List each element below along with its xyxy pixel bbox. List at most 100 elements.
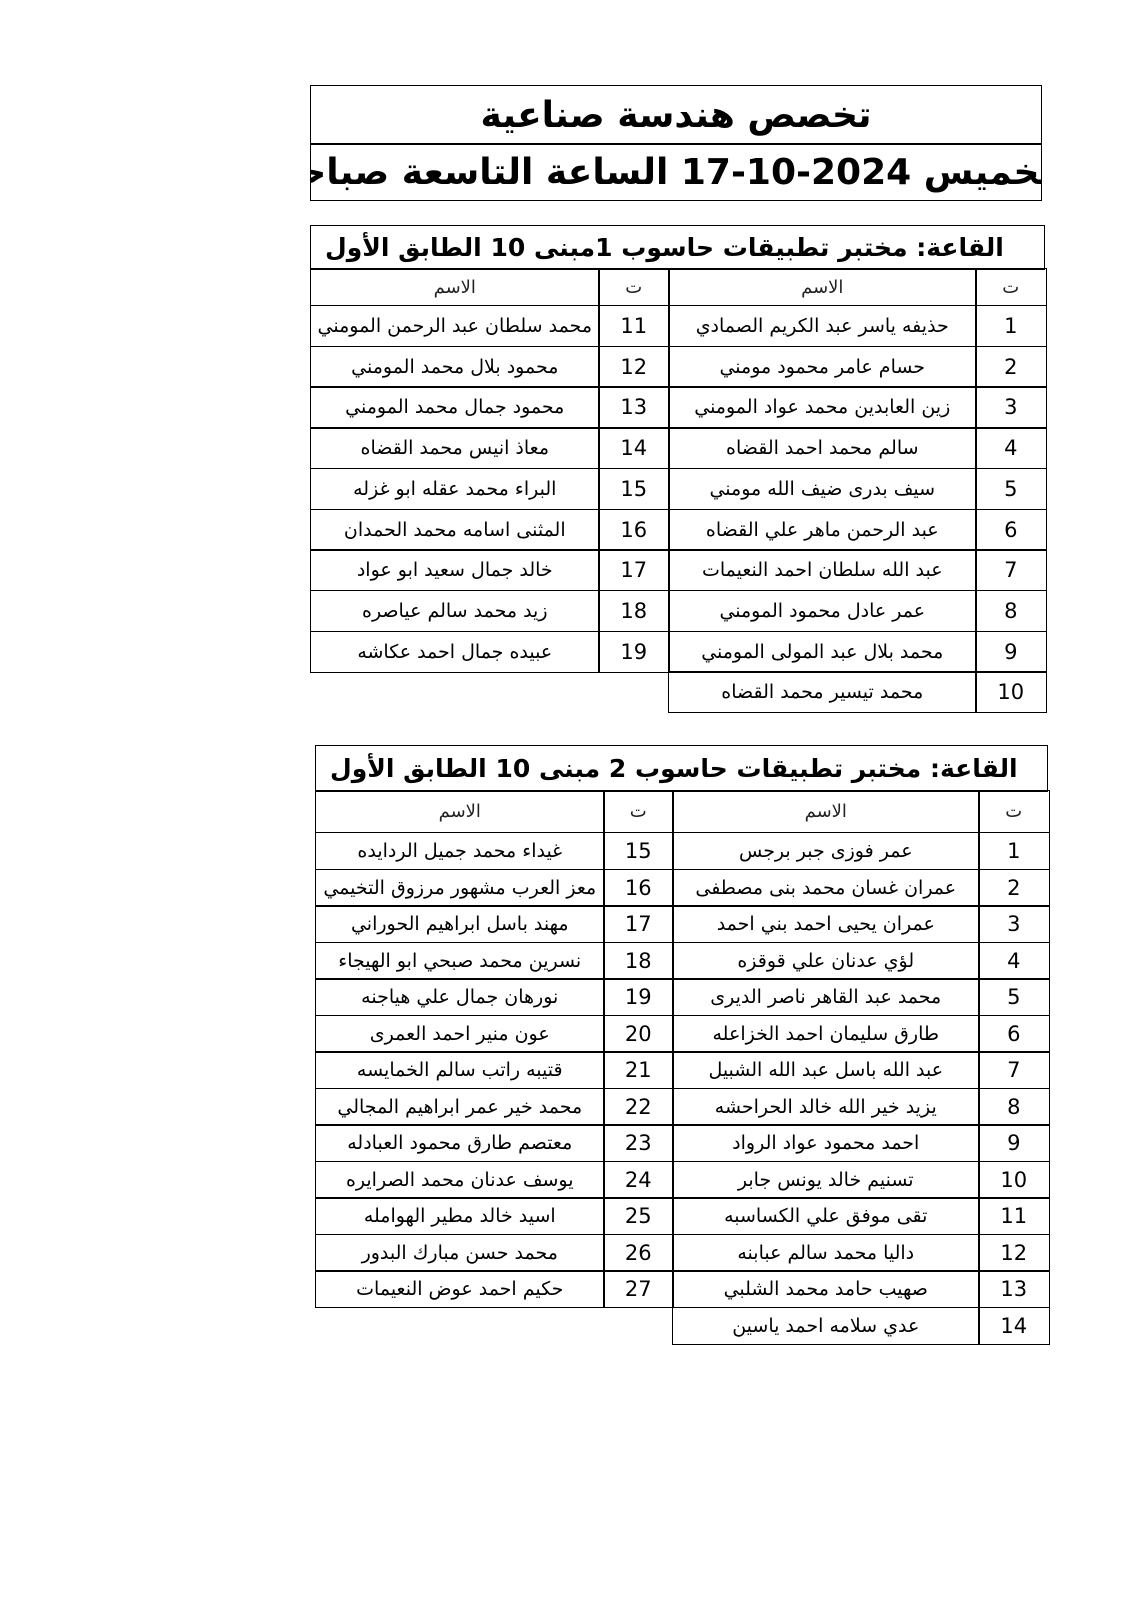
row-number: 16 xyxy=(598,508,670,551)
row-number: 8 xyxy=(975,589,1047,633)
student-name: تسنيم خالد يونس جابر xyxy=(672,1160,980,1199)
row-number: 13 xyxy=(978,1270,1050,1308)
row-number: 9 xyxy=(978,1124,1050,1162)
row-number: 15 xyxy=(598,467,670,510)
row-number: 1 xyxy=(975,305,1047,348)
row-number: 15 xyxy=(603,832,674,870)
column-header: ت xyxy=(975,268,1047,306)
student-name: صهيب حامد محمد الشلبي xyxy=(672,1270,980,1308)
date-line: الخميس 2024-10-17 الساعة التاسعة صباحا xyxy=(310,143,1042,201)
row-number: 18 xyxy=(598,589,670,633)
row-number: 3 xyxy=(978,905,1050,943)
row-number: 12 xyxy=(598,345,670,388)
student-name: احمد محمود عواد الرواد xyxy=(672,1124,980,1162)
row-number: 19 xyxy=(603,978,674,1016)
row-number: 27 xyxy=(603,1270,674,1308)
row-number: 16 xyxy=(603,868,674,907)
row-number: 6 xyxy=(975,508,1047,551)
column-header: ت xyxy=(978,790,1050,833)
row-number: 12 xyxy=(978,1233,1050,1272)
row-number: 25 xyxy=(603,1197,674,1235)
student-name: عمر فوزى جبر برجس xyxy=(672,832,980,870)
hall-title: القاعة: مختبر تطبيقات حاسوب 1مبنى 10 الط… xyxy=(310,225,1045,270)
student-name: محمد خير عمر ابراهيم المجالي xyxy=(315,1087,605,1126)
row-number: 26 xyxy=(603,1233,674,1272)
student-name: حكيم احمد عوض النعيمات xyxy=(315,1270,605,1308)
student-name: يوسف عدنان محمد الصرايره xyxy=(315,1160,605,1199)
student-name: قتيبه راتب سالم الخمايسه xyxy=(315,1051,605,1089)
row-number: 10 xyxy=(978,1160,1050,1199)
column-header: الاسم xyxy=(672,790,980,833)
student-name: معز العرب مشهور مرزوق التخيمي xyxy=(315,868,605,907)
student-name: محمود جمال محمد المومني xyxy=(310,386,600,429)
row-number: 23 xyxy=(603,1124,674,1162)
row-number: 18 xyxy=(603,941,674,980)
student-name: عدي سلامه احمد ياسين xyxy=(672,1306,980,1345)
student-name: تقى موفق علي الكساسبه xyxy=(672,1197,980,1235)
column-header: الاسم xyxy=(310,268,600,306)
student-name: محمود بلال محمد المومني xyxy=(310,345,600,388)
column-header: ت xyxy=(598,268,670,306)
row-number: 20 xyxy=(603,1014,674,1053)
row-number: 22 xyxy=(603,1087,674,1126)
student-name: حذيفه ياسر عبد الكريم الصمادي xyxy=(668,305,977,348)
student-name: خالد جمال سعيد ابو عواد xyxy=(310,549,600,592)
student-name: سالم محمد احمد القضاه xyxy=(668,427,977,470)
row-number: 11 xyxy=(598,305,670,348)
student-name: زين العابدين محمد عواد المومني xyxy=(668,386,977,429)
student-name: محمد حسن مبارك البدور xyxy=(315,1233,605,1272)
hall-title: القاعة: مختبر تطبيقات حاسوب 2 مبنى 10 ال… xyxy=(315,745,1048,792)
student-name: سيف بدرى ضيف الله مومني xyxy=(668,467,977,510)
row-number: 9 xyxy=(975,630,1047,673)
row-number: 6 xyxy=(978,1014,1050,1053)
row-number: 10 xyxy=(975,671,1047,714)
row-number: 5 xyxy=(978,978,1050,1016)
student-name: داليا محمد سالم عبابنه xyxy=(672,1233,980,1272)
student-name: عمر عادل محمود المومني xyxy=(668,589,977,633)
row-number: 14 xyxy=(598,427,670,470)
student-name: يزيد خير الله خالد الحراحشه xyxy=(672,1087,980,1126)
row-number: 5 xyxy=(975,467,1047,510)
row-number: 11 xyxy=(978,1197,1050,1235)
student-name: عبد الله سلطان احمد النعيمات xyxy=(668,549,977,592)
student-name: اسيد خالد مطير الهوامله xyxy=(315,1197,605,1235)
row-number: 19 xyxy=(598,630,670,673)
student-name: عون منير احمد العمرى xyxy=(315,1014,605,1053)
row-number: 17 xyxy=(603,905,674,943)
row-number: 4 xyxy=(978,941,1050,980)
row-number: 2 xyxy=(978,868,1050,907)
student-name: محمد عبد القاهر ناصر الديرى xyxy=(672,978,980,1016)
student-name: نورهان جمال علي هياجنه xyxy=(315,978,605,1016)
row-number: 3 xyxy=(975,386,1047,429)
student-name: لؤي عدنان علي قوقزه xyxy=(672,941,980,980)
row-number: 4 xyxy=(975,427,1047,470)
row-number: 2 xyxy=(975,345,1047,388)
row-number: 21 xyxy=(603,1051,674,1089)
student-name: البراء محمد عقله ابو غزله xyxy=(310,467,600,510)
column-header: ت xyxy=(603,790,674,833)
student-name: مهند باسل ابراهيم الحوراني xyxy=(315,905,605,943)
student-name: غيداء محمد جميل الردايده xyxy=(315,832,605,870)
student-name: عبد الرحمن ماهر علي القضاه xyxy=(668,508,977,551)
student-name: طارق سليمان احمد الخزاعله xyxy=(672,1014,980,1053)
student-name: محمد سلطان عبد الرحمن المومني xyxy=(310,305,600,348)
student-name: نسرين محمد صبحي ابو الهيجاء xyxy=(315,941,605,980)
page-title: تخصص هندسة صناعية xyxy=(310,85,1042,145)
student-name: عبد الله باسل عبد الله الشبيل xyxy=(672,1051,980,1089)
row-number: 14 xyxy=(978,1306,1050,1345)
row-number: 24 xyxy=(603,1160,674,1199)
column-header: الاسم xyxy=(315,790,605,833)
row-number: 1 xyxy=(978,832,1050,870)
student-name: معاذ انيس محمد القضاه xyxy=(310,427,600,470)
student-name: محمد بلال عبد المولى المومني xyxy=(668,630,977,673)
student-name: معتصم طارق محمود العبادله xyxy=(315,1124,605,1162)
student-name: محمد تيسير محمد القضاه xyxy=(668,671,977,714)
row-number: 17 xyxy=(598,549,670,592)
row-number: 8 xyxy=(978,1087,1050,1126)
student-name: زيد محمد سالم عياصره xyxy=(310,589,600,633)
student-name: حسام عامر محمود مومني xyxy=(668,345,977,388)
student-name: عمران غسان محمد بنى مصطفى xyxy=(672,868,980,907)
row-number: 7 xyxy=(978,1051,1050,1089)
column-header: الاسم xyxy=(668,268,977,306)
